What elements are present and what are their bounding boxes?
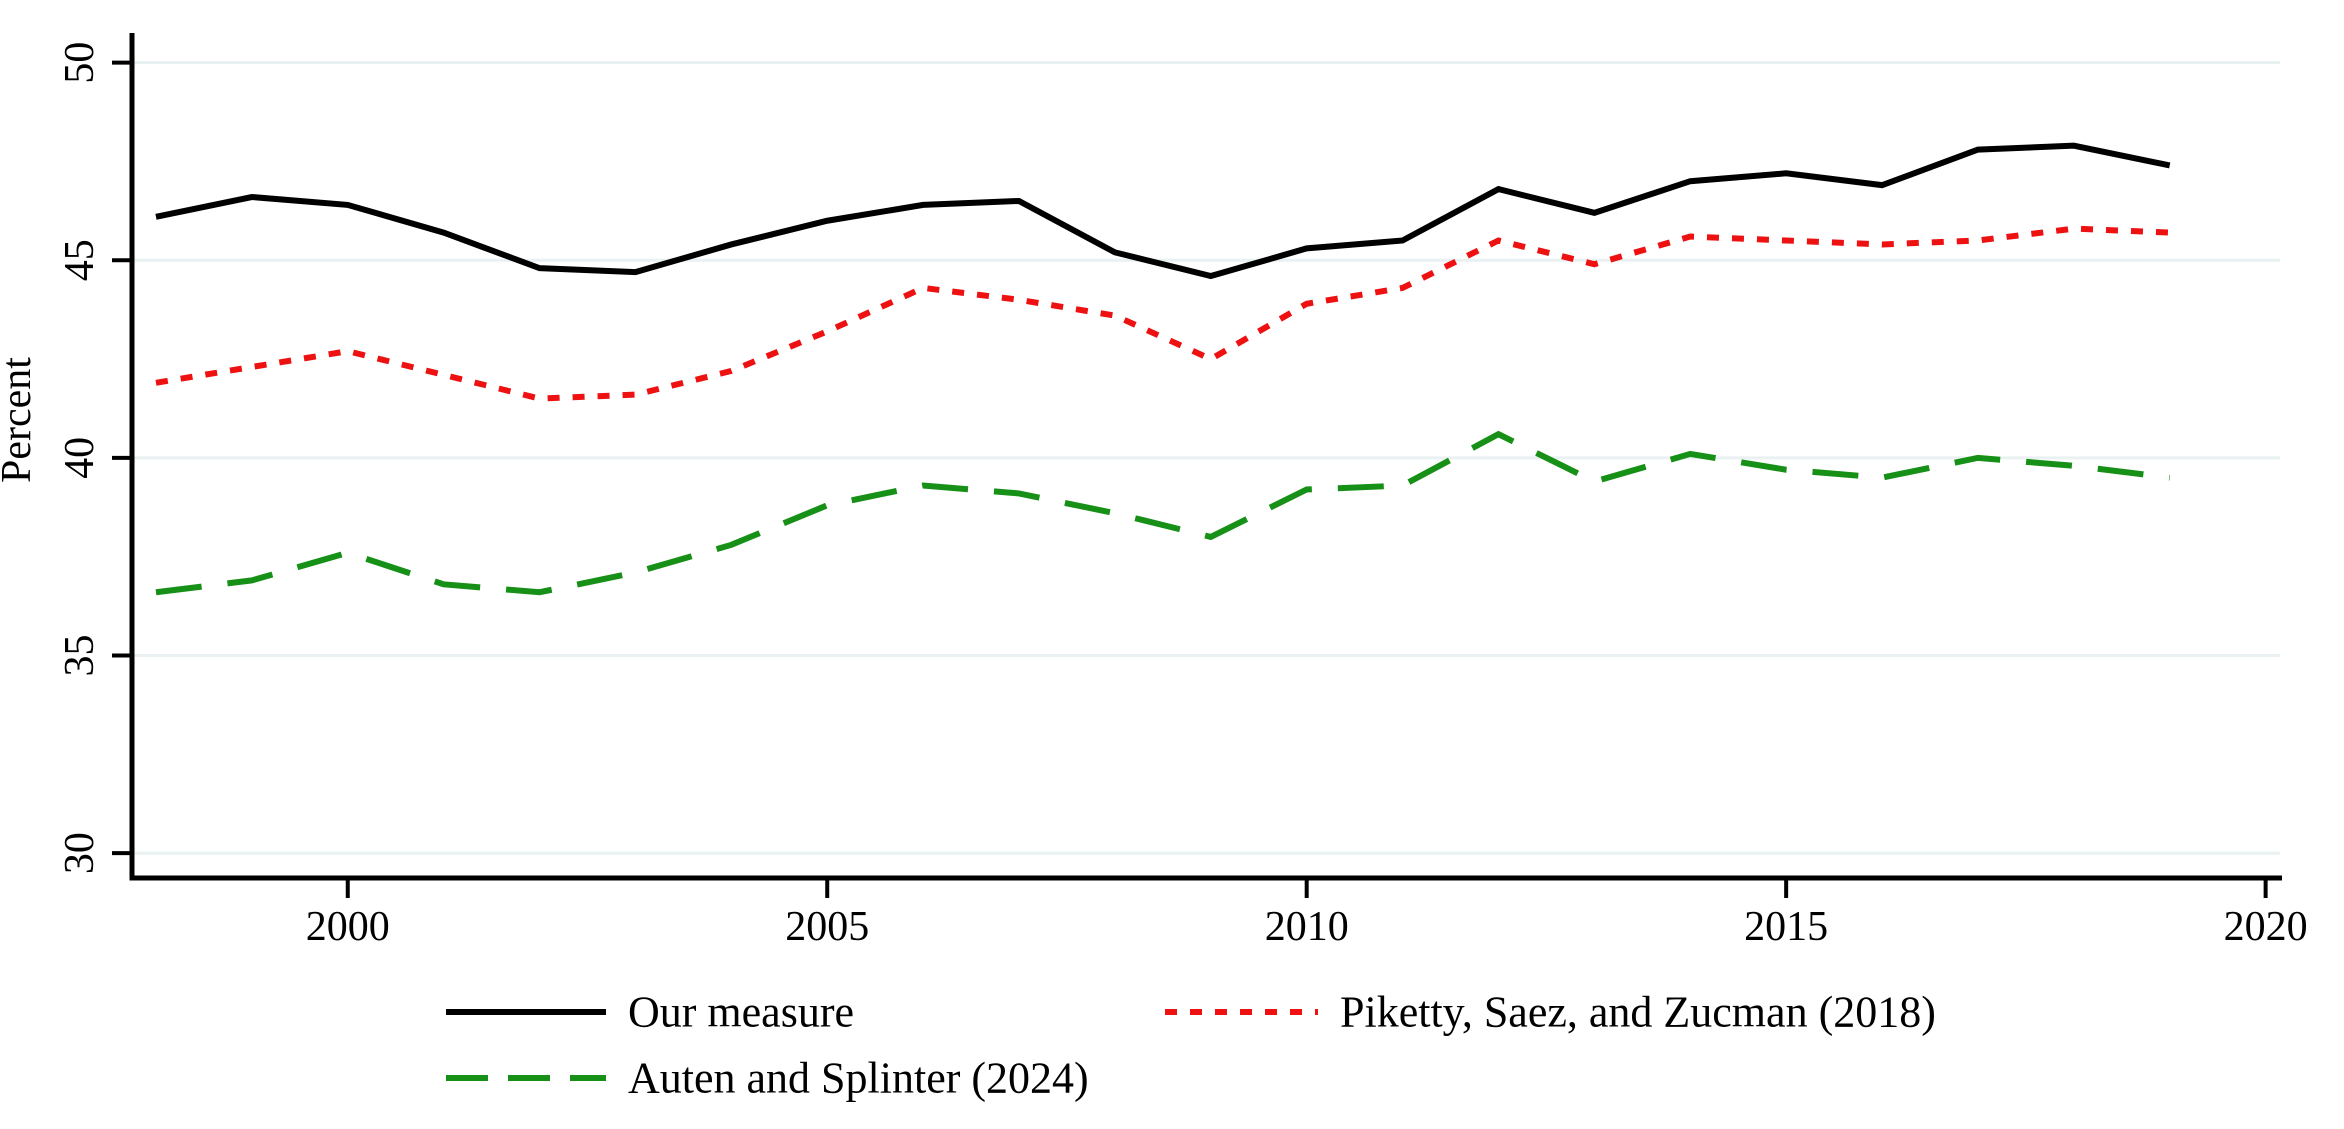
y-tick-label: 45 [57,239,103,281]
y-tick-label: 40 [57,437,103,479]
gridlines [132,61,2280,855]
legend: Our measure Piketty, Saez, and Zucman (20… [446,988,1936,1103]
series-line-piketty-saez-and-zucman-2018 [155,225,2170,402]
x-tick-label: 2000 [306,904,390,950]
series-lines [155,142,2171,596]
legend-label-auten-and-splinter-2024: Auten and Splinter (2024) [628,1054,1089,1103]
y-ticks [112,60,132,856]
x-tick-label: 2020 [2224,904,2308,950]
series-line-our-measure [155,142,2171,280]
y-tick-label: 35 [57,634,103,676]
x-tick-label: 2010 [1265,904,1349,950]
legend-label-our-measure: Our measure [628,988,854,1037]
legend-label-piketty-saez-and-zucman-2018: Piketty, Saez, and Zucman (2018) [1340,988,1936,1037]
x-tick-label: 2005 [785,904,869,950]
series-line-auten-and-splinter-2024 [155,430,2171,596]
x-tick-label: 2015 [1744,904,1828,950]
x-tick-labels: 2000 2005 2010 2015 2020 [306,904,2308,950]
y-axis-title: Percent [0,357,40,483]
y-tick-labels: 30 35 40 45 50 [57,42,103,874]
x-ticks [345,878,2268,898]
y-tick-label: 30 [57,832,103,874]
y-tick-label: 50 [57,42,103,84]
